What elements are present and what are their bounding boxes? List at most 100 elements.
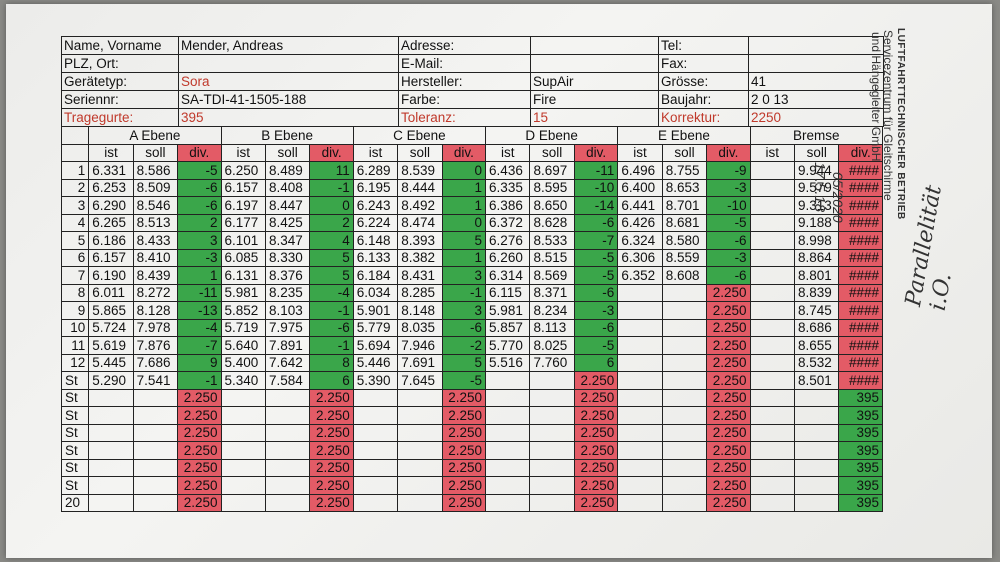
soll-cell: 8.650: [529, 196, 575, 215]
document-sheet: Name, Vorname Mender, Andreas Adresse: T…: [6, 4, 992, 558]
ist-cell: 6.148: [352, 231, 399, 250]
soll-cell: [132, 493, 179, 512]
soll-cell: 8.235: [264, 283, 311, 302]
table-row: St 5.290 7.541 -1 5.340 7.584 6 5.390 7.645 -5 2.2…: [60, 371, 883, 390]
ist-cell: [617, 423, 663, 442]
column-header-soll: soll: [793, 143, 840, 162]
soll-cell: 8.681: [661, 213, 708, 232]
div-cell: 395: [838, 458, 883, 477]
div-cell: -11: [573, 161, 619, 180]
ist-cell: 6.436: [485, 161, 531, 180]
ist-cell: [749, 248, 796, 267]
correction-label: Korrektur:: [658, 108, 749, 127]
soll-cell: 7.541: [132, 371, 179, 390]
ist-cell: 6.253: [88, 178, 134, 197]
ist-cell: 5.516: [485, 353, 531, 372]
ist-cell: 6.034: [352, 283, 399, 302]
correction-value: 2250: [748, 108, 884, 127]
soll-cell: [132, 388, 179, 407]
ist-cell: [749, 266, 796, 285]
div-cell: 1: [177, 266, 222, 285]
row-label: 4: [60, 213, 90, 232]
ist-cell: [617, 388, 663, 407]
address-value: [530, 36, 659, 55]
row-label: St: [60, 441, 90, 460]
row-label: 10: [60, 318, 90, 337]
soll-cell: 8.371: [529, 283, 575, 302]
div-cell: 2.250: [573, 388, 619, 407]
div-cell: 2.250: [706, 283, 751, 302]
div-cell: 2.250: [441, 388, 487, 407]
ist-cell: 5.400: [220, 353, 266, 372]
div-cell: 2.250: [177, 441, 222, 460]
div-cell: 2.250: [573, 406, 619, 425]
div-cell: 1: [441, 196, 487, 215]
soll-cell: 8.272: [132, 283, 179, 302]
ist-cell: 5.901: [352, 301, 399, 320]
ist-cell: 5.865: [88, 301, 134, 320]
div-cell: -1: [441, 283, 487, 302]
soll-cell: 8.330: [264, 248, 311, 267]
div-cell: 8: [309, 353, 354, 372]
div-cell: 2.250: [441, 441, 487, 460]
soll-cell: 8.839: [793, 283, 840, 302]
soll-cell: 8.489: [264, 161, 311, 180]
ist-cell: [749, 493, 796, 512]
soll-cell: 8.864: [793, 248, 840, 267]
div-cell: 2.250: [706, 441, 751, 460]
soll-cell: [397, 388, 443, 407]
column-header-div: div.: [706, 143, 751, 162]
div-cell: 2.250: [706, 371, 751, 390]
column-header-div: div.: [441, 143, 487, 162]
stamp-date-2: 17.5.18: [811, 162, 828, 213]
soll-cell: [264, 441, 311, 460]
harness-value: 395: [178, 108, 399, 127]
group-header: D Ebene: [485, 126, 619, 145]
ist-cell: 6.331: [88, 161, 134, 180]
row-label: 8: [60, 283, 90, 302]
column-header-ist: ist: [352, 143, 399, 162]
div-cell: -3: [706, 178, 751, 197]
ist-cell: [220, 441, 266, 460]
table-row: 6 6.157 8.410 -3 6.085 8.330 5 6.133 8.382 1 6.260…: [60, 248, 883, 267]
div-cell: 2.250: [706, 318, 751, 337]
soll-cell: 8.595: [529, 178, 575, 197]
div-cell: ####: [838, 196, 883, 215]
soll-cell: 8.474: [397, 213, 443, 232]
div-cell: 2.250: [441, 476, 487, 495]
email-label: E-Mail:: [398, 54, 531, 73]
table-row: 10 5.724 7.978 -4 5.719 7.975 -6 5.779 8.035 -6 5.…: [60, 318, 883, 337]
table-row: St 2.250 2.250 2.250 2.250 2.250 395: [60, 406, 883, 425]
table-row: 3 6.290 8.546 -6 6.197 8.447 0 6.243 8.492 1 6.386…: [60, 196, 883, 215]
column-header-soll: soll: [529, 143, 575, 162]
soll-cell: 8.533: [529, 231, 575, 250]
div-cell: 395: [838, 406, 883, 425]
group-header: C Ebene: [352, 126, 487, 145]
div-cell: 2.250: [573, 458, 619, 477]
div-cell: 2.250: [706, 476, 751, 495]
soll-cell: 8.532: [793, 353, 840, 372]
ist-cell: [749, 178, 796, 197]
ist-cell: [749, 353, 796, 372]
soll-cell: 8.580: [661, 231, 708, 250]
ist-cell: 5.340: [220, 371, 266, 390]
ist-cell: 6.265: [88, 213, 134, 232]
ist-cell: 6.243: [352, 196, 399, 215]
soll-cell: 8.285: [397, 283, 443, 302]
column-header-ist: ist: [617, 143, 663, 162]
ist-cell: [749, 213, 796, 232]
column-header-div: div.: [573, 143, 619, 162]
soll-cell: 8.586: [132, 161, 179, 180]
soll-cell: [661, 441, 708, 460]
column-header-ist: ist: [220, 143, 266, 162]
div-cell: 2.250: [573, 493, 619, 512]
div-cell: 3: [177, 231, 222, 250]
row-label: St: [60, 423, 90, 442]
soll-cell: [132, 476, 179, 495]
ist-cell: 6.115: [485, 283, 531, 302]
soll-cell: [661, 336, 708, 355]
div-cell: -5: [573, 336, 619, 355]
ist-cell: [485, 458, 531, 477]
soll-cell: 8.569: [529, 266, 575, 285]
soll-cell: 8.801: [793, 266, 840, 285]
